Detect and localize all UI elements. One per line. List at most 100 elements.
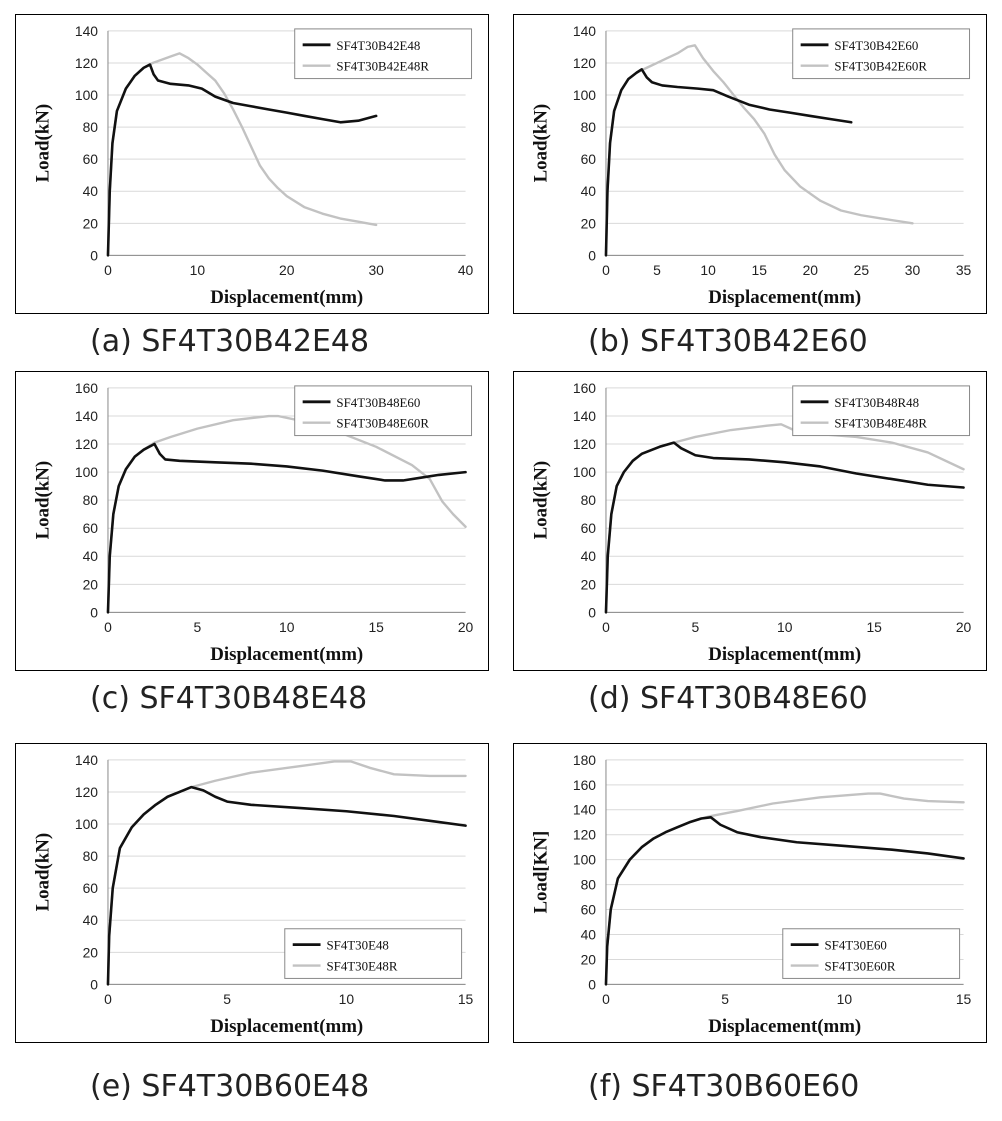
series-line-sf4t30b42e48r <box>106 52 378 257</box>
x-axis-label: Displacement(mm) <box>708 287 861 308</box>
legend-label: SF4T30B42E48 <box>336 38 420 53</box>
x-tick-label: 0 <box>602 619 610 635</box>
y-tick-label: 40 <box>83 912 99 928</box>
y-tick-label: 40 <box>83 183 99 199</box>
legend: SF4T30B42E60 SF4T30B42E60R <box>792 28 971 80</box>
y-tick-label: 120 <box>75 55 98 71</box>
chart-b: 0 20 40 60 80 100 120 140 0 5 10 15 20 25 30 35 Displace… <box>530 23 972 308</box>
chart-c: 0 20 40 60 80 100 120 140 160 0 5 10 15 20 Displacemen… <box>32 380 474 665</box>
y-axis-label: Load(kN) <box>530 104 551 183</box>
legend-label: SF4T30B42E60R <box>834 59 927 74</box>
legend: SF4T30B48E60 SF4T30B48E60R <box>294 385 473 437</box>
x-tick-label: 15 <box>368 619 384 635</box>
x-tick-label: 0 <box>602 262 610 278</box>
y-tick-label: 60 <box>83 880 99 896</box>
chart-d: 0 20 40 60 80 100 120 140 160 0 5 10 15 20 Displacemen… <box>530 380 972 665</box>
legend-box <box>782 928 961 979</box>
y-tick-label: 100 <box>573 87 596 103</box>
y-tick-label: 140 <box>75 23 98 39</box>
chart-panel-e: 0 20 40 60 80 100 120 140 0 5 10 15 Displacement(mm)… <box>15 743 489 1043</box>
x-tick-label: 0 <box>602 991 610 1007</box>
y-axis-label: Load(kN) <box>32 833 53 912</box>
legend-box <box>792 385 971 437</box>
y-tick-label: 20 <box>581 215 597 231</box>
x-tick-label: 40 <box>458 262 474 278</box>
chart-panel-f: 0 20 40 60 80 100 120 140 160 180 0 5 10 15 Displaceme… <box>513 743 987 1043</box>
y-tick-label: 40 <box>581 926 597 942</box>
y-tick-label: 40 <box>581 548 597 564</box>
y-axis-label: Load(kN) <box>32 461 53 540</box>
x-tick-label: 15 <box>751 262 767 278</box>
caption-a: (a) SF4T30B42E48 <box>90 324 370 359</box>
y-tick-label: 160 <box>573 380 596 396</box>
caption-e: (e) SF4T30B60E48 <box>90 1069 370 1104</box>
series-line-sf4t30e48 <box>106 785 467 986</box>
x-tick-label: 10 <box>837 991 853 1007</box>
y-tick-label: 80 <box>581 877 597 893</box>
x-tick-label: 20 <box>803 262 819 278</box>
x-tick-label: 5 <box>691 619 699 635</box>
y-tick-label: 140 <box>573 23 596 39</box>
x-tick-label: 10 <box>777 619 793 635</box>
legend-box <box>294 385 473 437</box>
y-tick-label: 120 <box>75 784 98 800</box>
caption-d: (d) SF4T30B48E60 <box>588 681 868 716</box>
x-axis-label: Displacement(mm) <box>210 644 363 665</box>
x-tick-label: 20 <box>279 262 295 278</box>
y-tick-label: 20 <box>581 576 597 592</box>
legend-box <box>284 928 463 979</box>
y-tick-label: 20 <box>581 951 597 967</box>
legend-label: SF4T30B42E48R <box>336 59 429 74</box>
caption-c: (c) SF4T30B48E48 <box>90 681 368 716</box>
y-tick-label: 100 <box>573 852 596 868</box>
y-tick-label: 120 <box>75 436 98 452</box>
y-tick-label: 80 <box>83 119 99 135</box>
y-tick-label: 0 <box>588 247 596 263</box>
y-axis-label: Load(kN) <box>530 461 551 540</box>
y-tick-label: 160 <box>75 380 98 396</box>
caption-b: (b) SF4T30B42E60 <box>588 324 868 359</box>
x-tick-label: 15 <box>866 619 882 635</box>
x-axis-label: Displacement(mm) <box>708 1016 861 1037</box>
legend-label: SF4T30B48E48R <box>834 416 927 431</box>
y-tick-label: 0 <box>588 976 596 992</box>
y-tick-label: 80 <box>581 492 597 508</box>
y-tick-label: 80 <box>83 492 99 508</box>
y-tick-label: 180 <box>573 752 596 768</box>
chart-panel-a: 0 20 40 60 80 100 120 140 0 10 20 30 40 Displacement(… <box>15 14 489 314</box>
legend-box <box>792 28 971 80</box>
chart-f: 0 20 40 60 80 100 120 140 160 180 0 5 10 15 Displaceme… <box>530 752 972 1037</box>
chart-panel-d: 0 20 40 60 80 100 120 140 160 0 5 10 15 20 Displacemen… <box>513 371 987 671</box>
x-tick-label: 10 <box>339 991 355 1007</box>
y-tick-label: 40 <box>581 183 597 199</box>
legend-label: SF4T30E60 <box>825 938 887 953</box>
y-tick-label: 140 <box>75 752 98 768</box>
series-line-sf4t30e60 <box>604 816 965 986</box>
y-axis-label: Load[KN] <box>530 831 551 914</box>
y-tick-label: 0 <box>588 604 596 620</box>
legend-label: SF4T30E48R <box>327 958 398 973</box>
y-tick-label: 100 <box>75 87 98 103</box>
x-tick-label: 20 <box>458 619 474 635</box>
caption-f: (f) SF4T30B60E60 <box>588 1069 860 1104</box>
chart-e: 0 20 40 60 80 100 120 140 0 5 10 15 Displacement(mm)… <box>32 752 474 1037</box>
x-tick-label: 15 <box>458 991 474 1007</box>
legend: SF4T30E60 SF4T30E60R <box>782 928 961 979</box>
x-tick-label: 20 <box>956 619 972 635</box>
y-tick-label: 60 <box>581 520 597 536</box>
y-axis-label: Load(kN) <box>32 104 53 183</box>
y-tick-label: 140 <box>573 802 596 818</box>
y-tick-label: 80 <box>83 848 99 864</box>
x-axis-label: Displacement(mm) <box>210 287 363 308</box>
y-tick-label: 20 <box>83 576 99 592</box>
legend-label: SF4T30B48E60 <box>336 395 420 410</box>
y-tick-label: 100 <box>573 464 596 480</box>
y-tick-label: 140 <box>573 408 596 424</box>
y-tick-label: 60 <box>83 151 99 167</box>
y-tick-label: 100 <box>75 464 98 480</box>
x-tick-label: 15 <box>956 991 972 1007</box>
legend-label: SF4T30B48R48 <box>834 395 919 410</box>
y-tick-label: 20 <box>83 215 99 231</box>
x-tick-label: 30 <box>368 262 384 278</box>
x-tick-label: 35 <box>956 262 972 278</box>
